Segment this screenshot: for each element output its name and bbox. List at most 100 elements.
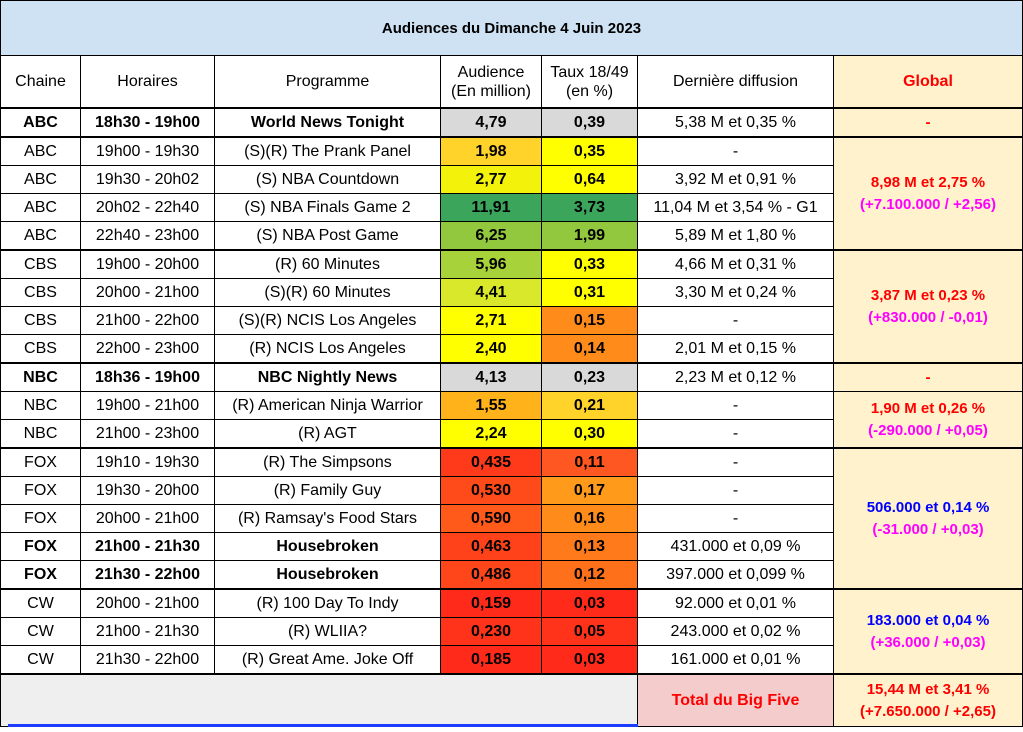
cell-chaine: CBS — [0, 249, 81, 279]
cell-horaires: 21h00 - 21h30 — [80, 617, 215, 646]
header-taux-line2: (en %) — [565, 82, 614, 100]
table-row: CBS 20h00 - 21h00 (S)(R) 60 Minutes 4,41… — [0, 278, 1023, 307]
cell-programme: NBC Nightly News — [214, 362, 441, 392]
cell-derniere: - — [637, 476, 834, 505]
cell-taux: 0,14 — [541, 334, 638, 364]
cell-derniere: - — [637, 504, 834, 533]
cell-chaine: FOX — [0, 504, 81, 533]
global-cw-diff: (+36.000 / +0,03) — [870, 633, 986, 651]
table-row: ABC 22h40 - 23h00 (S) NBA Post Game 6,25… — [0, 221, 1023, 251]
cell-horaires: 22h00 - 23h00 — [80, 334, 215, 364]
global-abc: 8,98 M et 2,75 % (+7.100.000 / +2,56) — [832, 136, 1023, 251]
cell-audience: 4,79 — [440, 107, 542, 138]
table-row: CW 20h00 - 21h00 (R) 100 Day To Indy 0,1… — [0, 588, 1023, 675]
cell-chaine: CBS — [0, 334, 81, 364]
global-abc-main: 8,98 M et 2,75 % — [870, 173, 986, 191]
cell-taux: 0,12 — [541, 560, 638, 590]
table-row: ABC 18h30 - 19h00 World News Tonight 4,7… — [0, 107, 1023, 138]
cell-derniere: 92.000 et 0,01 % — [637, 588, 834, 618]
total-global: 15,44 M et 3,41 % (+7.650.000 / +2,65) — [832, 673, 1023, 727]
cell-derniere: - — [637, 306, 834, 335]
cell-taux: 0,05 — [541, 617, 638, 646]
cell-derniere: 397.000 et 0,099 % — [637, 560, 834, 590]
table-row: CBS 19h00 - 20h00 (R) 60 Minutes 5,96 0,… — [0, 249, 1023, 364]
cell-audience: 0,590 — [440, 504, 542, 533]
cell-derniere: 161.000 et 0,01 % — [637, 645, 834, 675]
cell-horaires: 21h00 - 23h00 — [80, 419, 215, 449]
global-fox-diff: (-31.000 / +0,03) — [872, 520, 984, 538]
cell-programme: (S)(R) NCIS Los Angeles — [214, 306, 441, 335]
cell-taux: 0,13 — [541, 532, 638, 561]
cell-taux: 0,39 — [541, 107, 638, 138]
cell-taux: 0,11 — [541, 447, 638, 477]
global-abc-news: - — [832, 107, 1023, 138]
cell-programme: (R) Ramsay's Food Stars — [214, 504, 441, 533]
cell-horaires: 21h30 - 22h00 — [80, 560, 215, 590]
cell-horaires: 21h30 - 22h00 — [80, 645, 215, 675]
header-chaine: Chaine — [0, 55, 81, 109]
cell-horaires: 20h02 - 22h40 — [80, 193, 215, 222]
cell-programme: (R) NCIS Los Angeles — [214, 334, 441, 364]
cell-chaine: CW — [0, 588, 81, 618]
cell-derniere: 2,01 M et 0,15 % — [637, 334, 834, 364]
cell-audience: 2,40 — [440, 334, 542, 364]
global-nbc-diff: (-290.000 / +0,05) — [868, 421, 988, 439]
table-row: ABC 19h00 - 19h30 (S)(R) The Prank Panel… — [0, 136, 1023, 251]
global-cbs: 3,87 M et 0,23 % (+830.000 / -0,01) — [832, 249, 1023, 364]
cell-derniere: 4,66 M et 0,31 % — [637, 249, 834, 279]
cell-programme: (S) NBA Countdown — [214, 165, 441, 194]
header-global: Global — [832, 55, 1023, 109]
cell-programme: (R) AGT — [214, 419, 441, 449]
cell-audience: 0,185 — [440, 645, 542, 675]
cell-taux: 0,21 — [541, 391, 638, 420]
table-row: ABC 19h30 - 20h02 (S) NBA Countdown 2,77… — [0, 165, 1023, 194]
cell-chaine: FOX — [0, 447, 81, 477]
cell-taux: 0,30 — [541, 419, 638, 449]
total-row: Total du Big Five 15,44 M et 3,41 % (+7.6… — [0, 673, 1023, 727]
cell-chaine: FOX — [0, 476, 81, 505]
header-row: Chaine Horaires Programme Audience (En mi… — [0, 55, 1023, 109]
table-row: CW 21h00 - 21h30 (R) WLIIA? 0,230 0,05 2… — [0, 617, 1023, 646]
total-empty-cell — [0, 673, 638, 727]
cell-chaine: CBS — [0, 306, 81, 335]
cell-chaine: ABC — [0, 221, 81, 251]
cell-programme: Housebroken — [214, 532, 441, 561]
global-cbs-diff: (+830.000 / -0,01) — [868, 308, 988, 326]
table-row: CBS 22h00 - 23h00 (R) NCIS Los Angeles 2… — [0, 334, 1023, 364]
table-row: NBC 18h36 - 19h00 NBC Nightly News 4,13 … — [0, 362, 1023, 392]
cell-derniere: - — [637, 419, 834, 449]
cell-programme: (S)(R) The Prank Panel — [214, 136, 441, 166]
table-row: ABC 20h02 - 22h40 (S) NBA Finals Game 2 … — [0, 193, 1023, 222]
cell-chaine: FOX — [0, 560, 81, 590]
cell-horaires: 20h00 - 21h00 — [80, 588, 215, 618]
cell-chaine: ABC — [0, 165, 81, 194]
cell-chaine: NBC — [0, 419, 81, 449]
total-label: Total du Big Five — [637, 673, 834, 727]
global-cw: 183.000 et 0,04 % (+36.000 / +0,03) — [832, 588, 1023, 675]
cell-horaires: 19h30 - 20h02 — [80, 165, 215, 194]
cell-audience: 5,96 — [440, 249, 542, 279]
global-nbc-main: 1,90 M et 0,26 % — [870, 399, 986, 417]
cell-chaine: CBS — [0, 278, 81, 307]
cell-derniere: - — [637, 391, 834, 420]
cell-audience: 4,13 — [440, 362, 542, 392]
cell-audience: 1,55 — [440, 391, 542, 420]
cell-programme: Housebroken — [214, 560, 441, 590]
header-audience-line1: Audience — [457, 63, 525, 81]
cell-programme: (S)(R) 60 Minutes — [214, 278, 441, 307]
table-row: FOX 19h10 - 19h30 (R) The Simpsons 0,435… — [0, 447, 1023, 590]
header-horaires: Horaires — [80, 55, 215, 109]
header-programme: Programme — [214, 55, 441, 109]
cell-programme: (R) Family Guy — [214, 476, 441, 505]
cell-taux: 0,17 — [541, 476, 638, 505]
cell-taux: 0,23 — [541, 362, 638, 392]
cell-audience: 2,24 — [440, 419, 542, 449]
cell-programme: World News Tonight — [214, 107, 441, 138]
cell-derniere: 5,89 M et 1,80 % — [637, 221, 834, 251]
cell-audience: 0,159 — [440, 588, 542, 618]
table-row: FOX 21h00 - 21h30 Housebroken 0,463 0,13… — [0, 532, 1023, 561]
cell-taux: 0,31 — [541, 278, 638, 307]
cell-taux: 0,33 — [541, 249, 638, 279]
table-row: NBC 19h00 - 21h00 (R) American Ninja War… — [0, 391, 1023, 449]
